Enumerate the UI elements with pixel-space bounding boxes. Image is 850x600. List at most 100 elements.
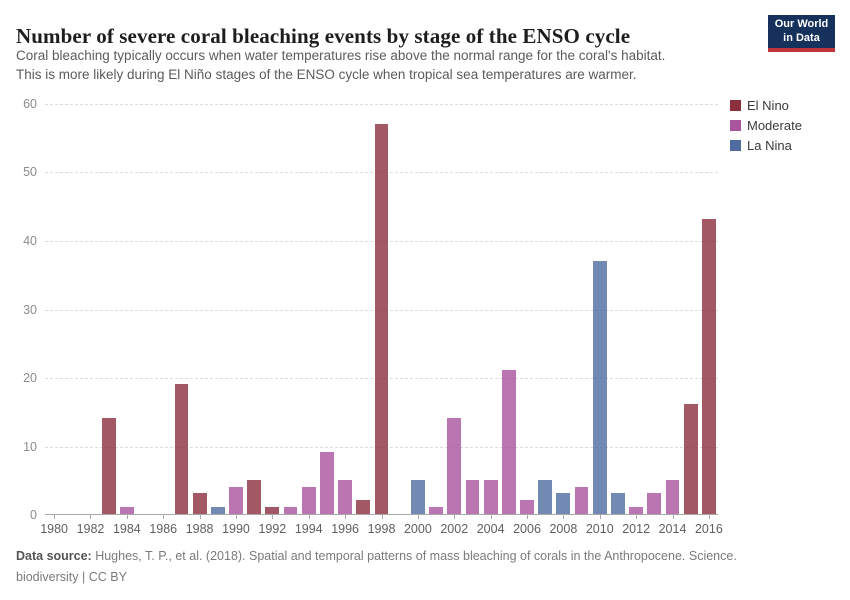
x-axis-label-2010: 2010 [585, 522, 614, 536]
bar-1983[interactable] [101, 418, 116, 514]
x-axis-label-2002: 2002 [440, 522, 469, 536]
bar-1998[interactable] [374, 123, 389, 514]
footer-source-label: Data source: [16, 549, 92, 563]
bar-2000[interactable] [410, 479, 425, 514]
y-axis-label-40: 40 [23, 233, 37, 248]
y-axis-label-30: 30 [23, 302, 37, 317]
bar-2014[interactable] [665, 479, 680, 514]
legend-item-moderate[interactable]: Moderate [730, 118, 802, 133]
x-axis-label-1982: 1982 [76, 522, 105, 536]
legend-item-la-nina[interactable]: La Nina [730, 138, 802, 153]
chart-footer: Data source: Hughes, T. P., et al. (2018… [16, 546, 796, 588]
x-axis-label-1990: 1990 [222, 522, 250, 536]
y-axis-label-0: 0 [30, 508, 37, 522]
x-tick-2004 [490, 515, 492, 519]
x-tick-1988 [199, 515, 201, 519]
x-axis-label-2000: 2000 [403, 522, 432, 536]
legend-swatch-icon [730, 100, 741, 111]
x-axis-label-1996: 1996 [331, 522, 360, 536]
gridline-y-60 [45, 104, 718, 105]
bar-1990[interactable] [229, 486, 243, 514]
bar-1997[interactable] [356, 500, 371, 514]
x-tick-2012 [636, 515, 638, 519]
chart-subtitle: Coral bleaching typically occurs when wa… [16, 46, 696, 84]
bar-1989[interactable] [210, 507, 225, 514]
x-axis-label-2006: 2006 [513, 522, 541, 536]
x-axis-label-1980: 1980 [40, 522, 68, 536]
x-axis-label-2014: 2014 [658, 522, 687, 536]
plot-area: 0 10 20 30 40 50 60 1980 1982 1984 1986 1988 1990 199… [23, 97, 723, 536]
x-axis-label-1988: 1988 [185, 522, 214, 536]
x-axis-label-1992: 1992 [258, 522, 287, 536]
bar-2016[interactable] [701, 219, 716, 514]
legend-label: Moderate [747, 118, 802, 133]
x-tick-2014 [672, 515, 674, 519]
bar-1995[interactable] [320, 452, 334, 514]
footer-source-line: Data source: Hughes, T. P., et al. (2018… [16, 546, 796, 567]
chart-legend: El Nino Moderate La Nina [730, 98, 802, 158]
bar-1992[interactable] [265, 507, 280, 514]
legend-label: La Nina [747, 138, 792, 153]
y-axis-label-60: 60 [23, 97, 37, 111]
bar-2009[interactable] [574, 486, 589, 514]
x-tick-2006 [527, 515, 528, 519]
owid-logo-line-2: in Data [783, 32, 820, 44]
x-axis-label-1994: 1994 [294, 522, 323, 536]
bar-2001[interactable] [429, 507, 443, 514]
x-tick-1994 [308, 515, 310, 519]
bar-1996[interactable] [338, 479, 353, 514]
bar-2003[interactable] [465, 479, 480, 514]
bar-2010[interactable] [592, 260, 607, 514]
bar-2013[interactable] [647, 493, 662, 514]
x-axis-label-1984: 1984 [112, 522, 141, 536]
bar-2011[interactable] [611, 493, 625, 514]
page-title: Number of severe coral bleaching events … [16, 24, 631, 49]
bar-1993[interactable] [283, 507, 298, 514]
bar-2015[interactable] [683, 404, 698, 514]
x-tick-2008 [563, 515, 565, 519]
legend-swatch-icon [730, 140, 741, 151]
x-tick-1980 [54, 515, 56, 519]
subtitle-line-2: This is more likely during El Niño stage… [16, 67, 637, 82]
bar-1984[interactable] [119, 507, 134, 514]
bar-2008[interactable] [556, 493, 571, 514]
legend-label: El Nino [747, 98, 789, 113]
bar-2012[interactable] [629, 507, 644, 514]
x-tick-2000 [417, 515, 419, 519]
bar-2002[interactable] [447, 418, 462, 514]
legend-item-el-nino[interactable]: El Nino [730, 98, 802, 113]
footer-source-text: Hughes, T. P., et al. (2018). Spatial an… [91, 549, 737, 563]
bar-2005[interactable] [501, 370, 516, 514]
bar-2006[interactable] [520, 500, 534, 514]
x-tick-2010 [599, 515, 601, 519]
x-axis-label-2008: 2008 [549, 522, 578, 536]
legend-swatch-icon [730, 120, 741, 131]
x-tick-1996 [345, 515, 347, 519]
x-tick-2016 [708, 515, 710, 519]
footer-license-line: biodiversity | CC BY [16, 570, 127, 584]
owid-logo[interactable]: Our World in Data [768, 15, 835, 52]
x-axis-line [45, 514, 718, 515]
owid-logo-line-1: Our World [774, 18, 829, 30]
x-axis-label-2016: 2016 [694, 522, 723, 536]
x-tick-2002 [454, 515, 456, 519]
x-tick-1986 [163, 515, 165, 519]
bar-1994[interactable] [301, 486, 316, 514]
x-axis-label-1986: 1986 [149, 522, 178, 536]
bar-2004[interactable] [483, 479, 498, 514]
x-tick-1998 [381, 515, 383, 519]
x-tick-1992 [272, 515, 274, 519]
y-axis-label-10: 10 [23, 439, 37, 454]
x-axis-label-2012: 2012 [622, 522, 651, 536]
subtitle-line-1: Coral bleaching typically occurs when wa… [16, 48, 666, 63]
x-axis-label-1998: 1998 [367, 522, 396, 536]
bar-2007[interactable] [538, 479, 553, 514]
y-axis-label-50: 50 [23, 165, 37, 180]
x-tick-1984 [126, 515, 128, 519]
bar-1988[interactable] [192, 493, 207, 514]
bar-1987[interactable] [174, 383, 189, 514]
bar-1991[interactable] [247, 479, 262, 514]
x-tick-1982 [90, 515, 92, 519]
y-axis-label-20: 20 [23, 370, 37, 385]
x-axis-label-2004: 2004 [476, 522, 505, 536]
